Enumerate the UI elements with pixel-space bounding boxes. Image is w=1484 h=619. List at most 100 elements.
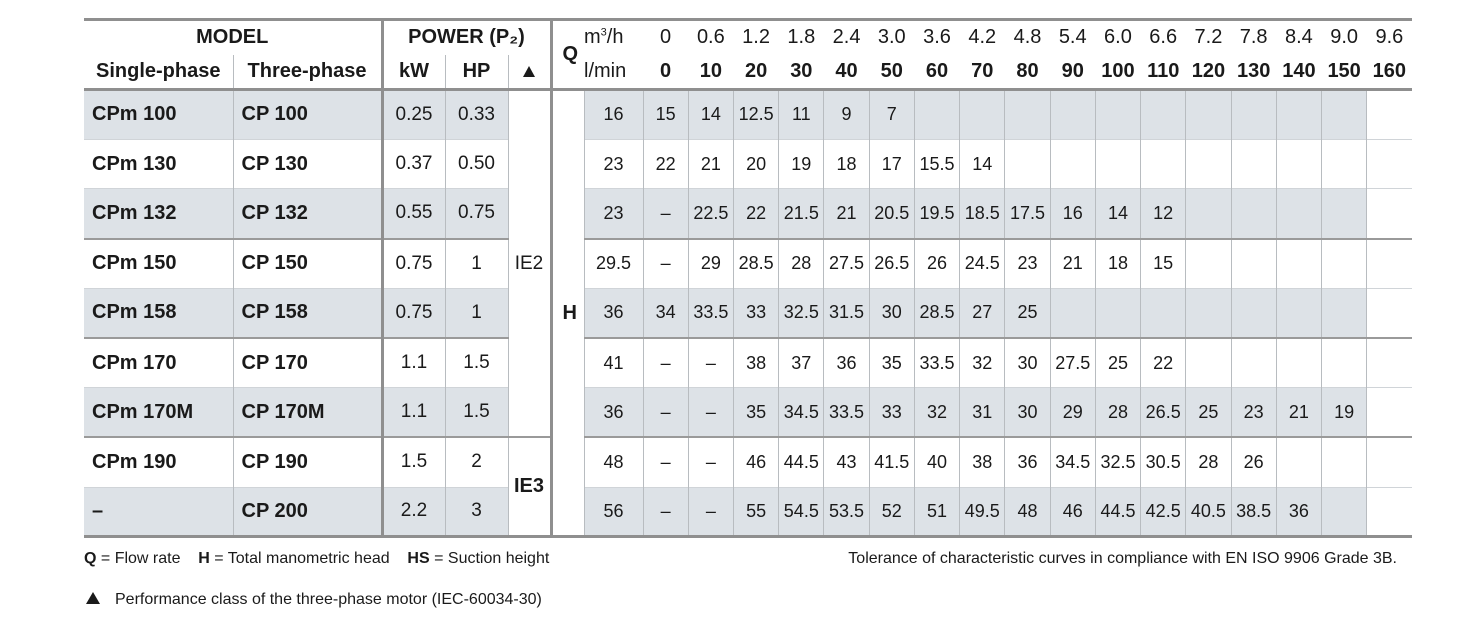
- three-phase-model: CP 170M: [233, 387, 384, 438]
- head-value-cell: [1050, 288, 1096, 338]
- head-value-cell: 16: [584, 89, 644, 140]
- head-value-cell: [1276, 288, 1323, 338]
- table-row: CPm 150 CP 150 0.75 1 29.5–29 28.5 28 27.5 26.5 2…: [84, 238, 1412, 289]
- head-value-cell: [1140, 139, 1187, 189]
- head-value-cell: [1185, 89, 1232, 140]
- head-value-cell: 33.5: [823, 387, 870, 438]
- head-value-cell: 34.5: [778, 387, 825, 438]
- head-value-cell: 33.5: [688, 288, 734, 338]
- triangle-icon: [508, 54, 553, 90]
- head-value-cell: –: [688, 387, 734, 438]
- power-hp: 0.50: [445, 139, 509, 189]
- head-value-cell: 29: [1050, 387, 1096, 438]
- head-value-cell: 7: [869, 89, 915, 140]
- head-value-cell: 56: [584, 487, 644, 537]
- flow-lmin-header: 40: [835, 59, 858, 82]
- legend-h-key: H: [198, 550, 210, 567]
- head-value-cell: 40: [914, 437, 961, 487]
- legend-hs-text: = Suction height: [429, 550, 550, 567]
- power-header: POWER (P₂): [382, 19, 553, 55]
- flow-m3h-header: 3.0: [877, 26, 906, 49]
- power-kw: 0.25: [382, 89, 446, 140]
- head-value-cell: 38.5: [1231, 487, 1277, 537]
- head-value-cell: 15: [1140, 238, 1187, 289]
- kw-header: kW: [382, 54, 446, 90]
- three-phase-model: CP 150: [233, 238, 384, 289]
- head-value-cell: 31.5: [823, 288, 870, 338]
- head-value-cell: [1095, 89, 1142, 140]
- head-value-cell: 35: [733, 387, 780, 438]
- power-kw: 1.5: [382, 437, 446, 487]
- head-value-cell: 27.5: [823, 238, 870, 289]
- flow-m3h-header: 1.8: [787, 26, 816, 49]
- power-hp: 1: [445, 288, 509, 338]
- head-value-cell: 46: [733, 437, 780, 487]
- head-value-cell: 32.5: [1095, 437, 1142, 487]
- head-value-cell: 21: [1050, 238, 1096, 289]
- head-value-cell: 11: [778, 89, 825, 140]
- head-value-cell: [1095, 288, 1142, 338]
- flow-lmin-header: 30: [790, 59, 813, 82]
- head-value-cell: –: [643, 337, 689, 388]
- head-value-cell: 44.5: [1095, 487, 1142, 537]
- head-value-cell: [1276, 139, 1323, 189]
- flow-lmin-header: 80: [1016, 59, 1039, 82]
- ie-class-label: IE2: [508, 89, 553, 438]
- power-hp: 0.33: [445, 89, 509, 140]
- table-row: CPm 170M CP 170M 1.1 1.5 36– –35 34.5 33.5 33 32 3…: [84, 387, 1412, 438]
- flow-lmin-header: 10: [699, 59, 722, 82]
- power-kw: 0.75: [382, 238, 446, 289]
- head-value-cell: [1185, 337, 1232, 388]
- head-value-cell: 18.5: [959, 188, 1006, 239]
- head-value-cell: 21: [1276, 387, 1323, 438]
- head-value-cell: 22: [643, 139, 689, 189]
- flow-lmin-header: 20: [744, 59, 768, 82]
- flow-m3h-header: 2.4: [832, 26, 861, 49]
- flow-m3h-header: 0: [660, 26, 672, 49]
- head-value-cell: [1276, 89, 1323, 140]
- flow-lmin-header: 90: [1061, 59, 1084, 82]
- head-value-cell: [1231, 139, 1277, 189]
- head-value-cell: 27: [959, 288, 1006, 338]
- motor-class-note: Performance class of the three-phase mot…: [86, 591, 542, 609]
- head-value-cell: 28: [1185, 437, 1232, 487]
- head-value-cell: 41.5: [869, 437, 915, 487]
- head-value-cell: 30: [1004, 387, 1051, 438]
- flow-lmin-header: 50: [880, 59, 903, 82]
- legend-q-text: = Flow rate: [96, 550, 181, 567]
- head-value-cell: 14: [688, 89, 734, 140]
- three-phase-header: Three-phase: [233, 54, 384, 90]
- flow-lmin-header: 0: [660, 59, 672, 82]
- head-value-cell: 25: [1004, 288, 1051, 338]
- flow-lmin-header: 60: [925, 59, 949, 82]
- flow-lmin-header: 150: [1327, 59, 1361, 82]
- head-value-cell: 30: [1004, 337, 1051, 388]
- head-value-cell: 37: [778, 337, 825, 388]
- head-value-cell: 26: [914, 238, 961, 289]
- head-value-cell: [1185, 139, 1232, 189]
- head-value-cell: 28.5: [914, 288, 961, 338]
- table-row: CPm 132 CP 132 0.55 0.75 23–22.5 22 21.5 21 20.5…: [84, 188, 1412, 239]
- flow-m3h-header: 0.6: [696, 26, 725, 49]
- head-value-cell: 32: [914, 387, 961, 438]
- head-value-cell: –: [688, 487, 734, 537]
- head-value-cell: [1231, 188, 1277, 239]
- power-hp: 3: [445, 487, 509, 537]
- legend-hs-key: HS: [407, 550, 430, 567]
- head-value-cell: [914, 89, 961, 140]
- single-phase-model: CPm 158: [84, 288, 234, 338]
- three-phase-model: CP 100: [233, 89, 384, 140]
- head-value-cell: 49.5: [959, 487, 1006, 537]
- head-value-cell: 22.5: [688, 188, 734, 239]
- flow-m3h-header: 9.0: [1330, 26, 1359, 49]
- head-value-cell: 20: [733, 139, 780, 189]
- head-value-cell: 34.5: [1050, 437, 1096, 487]
- single-phase-model: CPm 170: [84, 337, 234, 388]
- flow-m3h-header: 9.6: [1375, 26, 1404, 49]
- head-value-cell: 18: [1095, 238, 1142, 289]
- head-value-cell: 28: [778, 238, 825, 289]
- head-value-cell: 21.5: [778, 188, 825, 239]
- head-value-cell: 23: [584, 188, 644, 239]
- head-value-cell: –: [643, 387, 689, 438]
- head-value-cell: 21: [823, 188, 870, 239]
